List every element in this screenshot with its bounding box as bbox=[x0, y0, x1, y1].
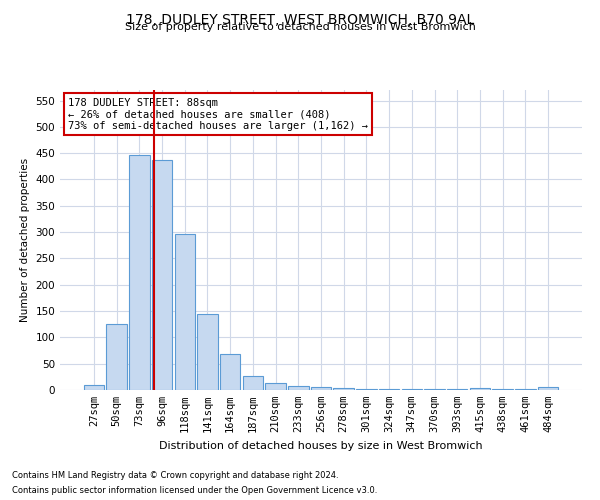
Text: 178 DUDLEY STREET: 88sqm
← 26% of detached houses are smaller (408)
73% of semi-: 178 DUDLEY STREET: 88sqm ← 26% of detach… bbox=[68, 98, 368, 130]
Bar bbox=[220, 354, 241, 390]
Bar bbox=[356, 389, 377, 390]
Bar bbox=[470, 388, 490, 390]
Y-axis label: Number of detached properties: Number of detached properties bbox=[20, 158, 30, 322]
Text: Contains HM Land Registry data © Crown copyright and database right 2024.: Contains HM Land Registry data © Crown c… bbox=[12, 471, 338, 480]
Bar bbox=[288, 386, 308, 390]
Bar bbox=[84, 384, 104, 390]
Bar bbox=[175, 234, 195, 390]
Bar bbox=[538, 387, 558, 390]
Bar bbox=[242, 376, 263, 390]
Bar bbox=[152, 160, 172, 390]
Bar bbox=[106, 324, 127, 390]
Bar bbox=[311, 387, 331, 390]
X-axis label: Distribution of detached houses by size in West Bromwich: Distribution of detached houses by size … bbox=[159, 440, 483, 450]
Text: 178, DUDLEY STREET, WEST BROMWICH, B70 9AL: 178, DUDLEY STREET, WEST BROMWICH, B70 9… bbox=[126, 12, 474, 26]
Bar bbox=[197, 314, 218, 390]
Text: Contains public sector information licensed under the Open Government Licence v3: Contains public sector information licen… bbox=[12, 486, 377, 495]
Bar bbox=[334, 388, 354, 390]
Text: Size of property relative to detached houses in West Bromwich: Size of property relative to detached ho… bbox=[125, 22, 475, 32]
Bar bbox=[265, 383, 286, 390]
Bar bbox=[129, 154, 149, 390]
